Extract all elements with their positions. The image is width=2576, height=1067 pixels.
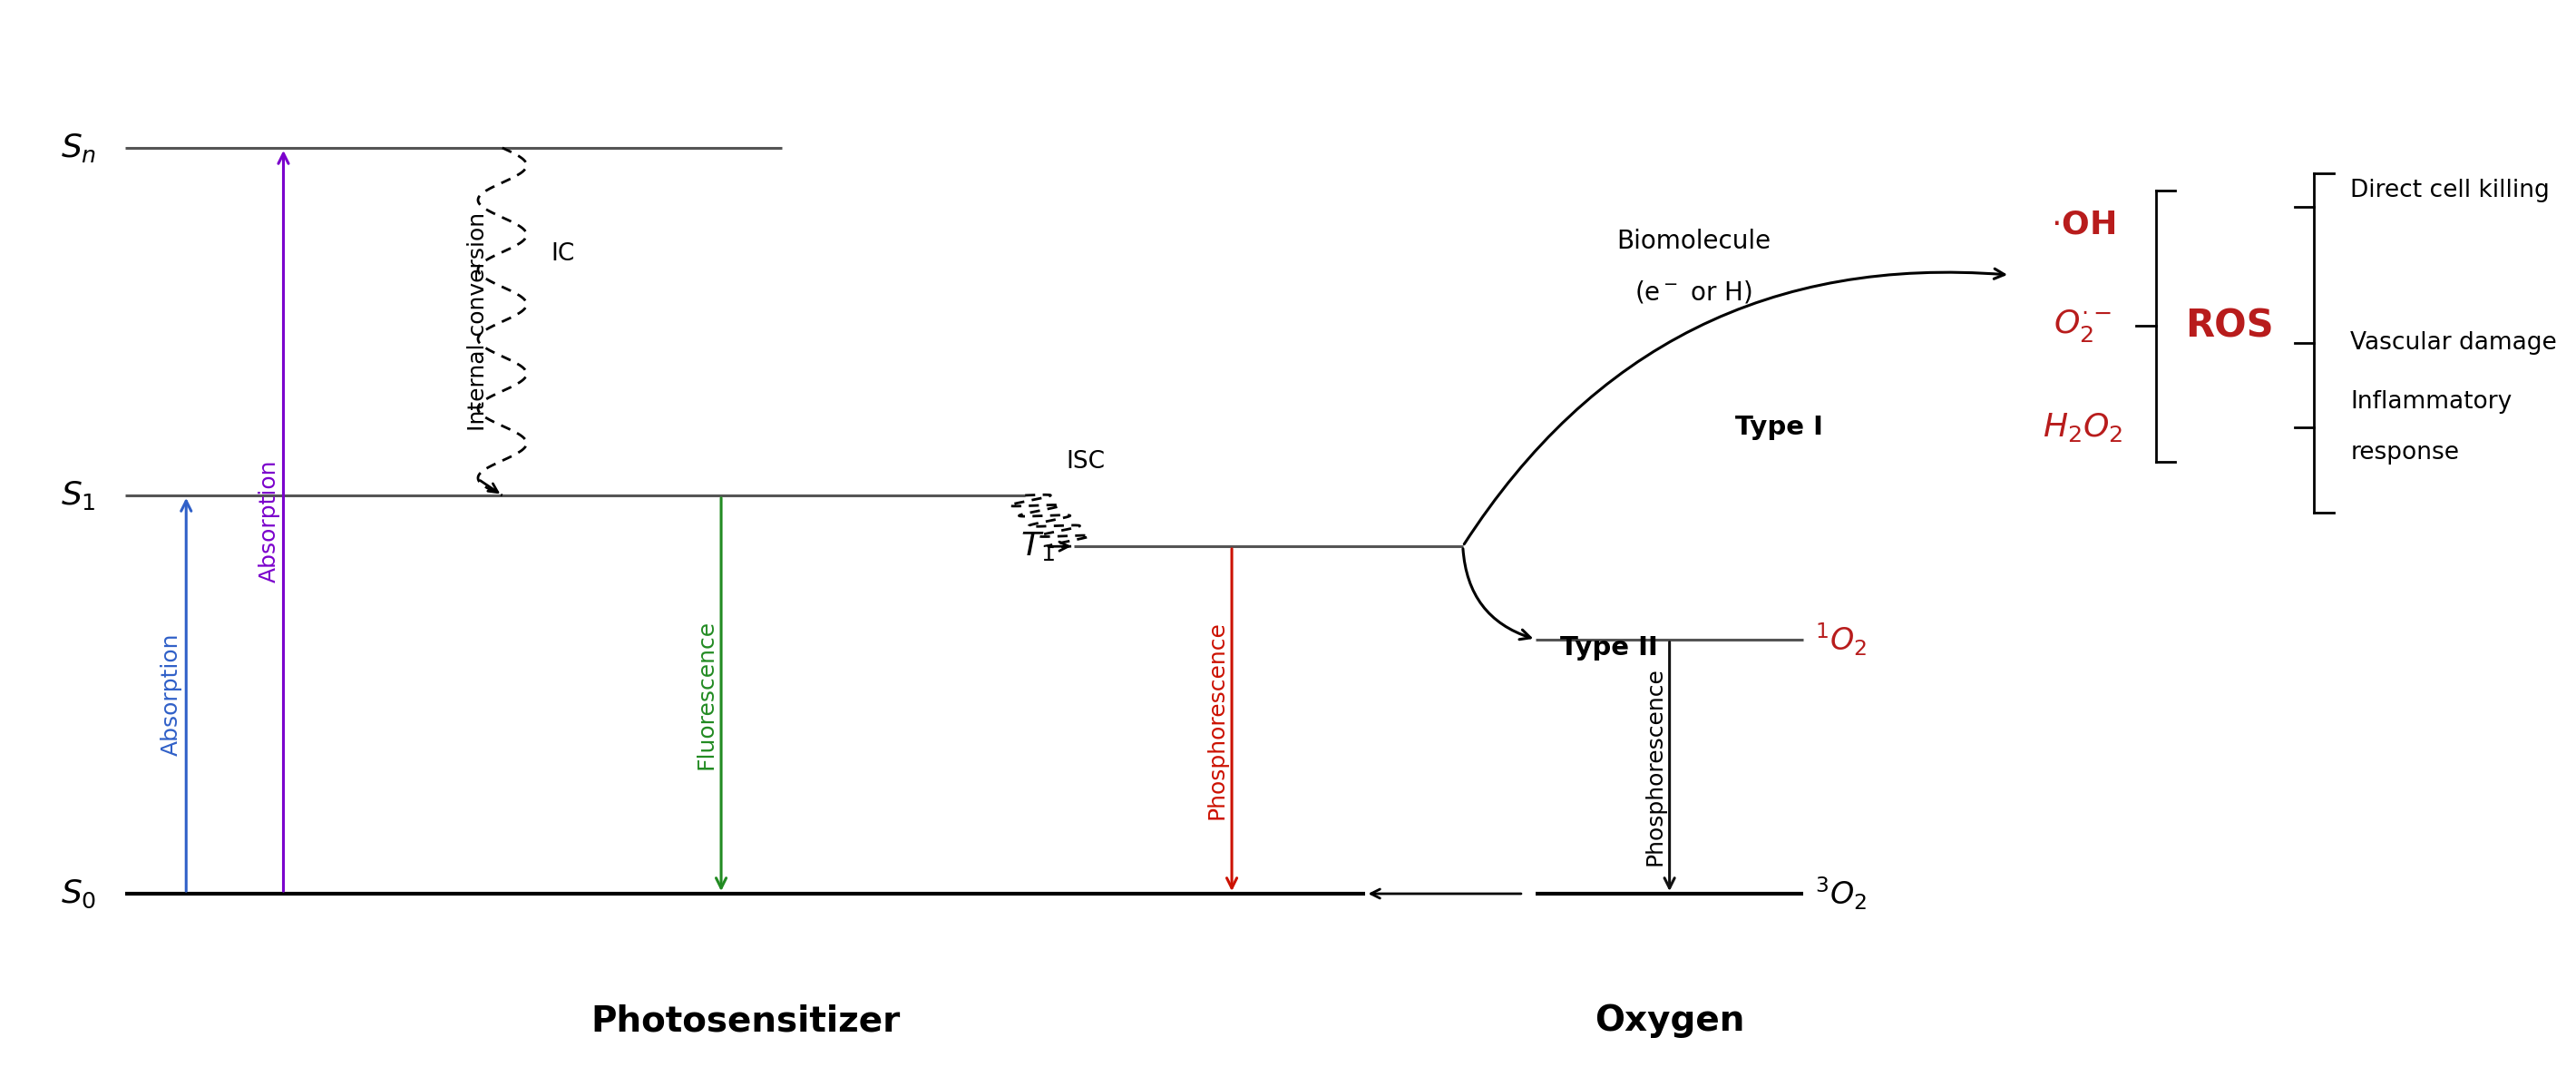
- Text: Photosensitizer: Photosensitizer: [590, 1004, 899, 1038]
- Text: Absorption: Absorption: [160, 633, 183, 757]
- Text: $S_0$: $S_0$: [59, 878, 95, 910]
- Text: $S_1$: $S_1$: [62, 479, 95, 512]
- Text: Phosphorescence: Phosphorescence: [1643, 667, 1667, 866]
- Text: Internal conversion: Internal conversion: [466, 212, 489, 431]
- Text: $S_n$: $S_n$: [62, 131, 95, 164]
- Text: Type II: Type II: [1561, 635, 1656, 660]
- Text: Oxygen: Oxygen: [1595, 1004, 1744, 1038]
- Text: Absorption: Absorption: [258, 459, 281, 583]
- Text: Biomolecule: Biomolecule: [1618, 228, 1770, 254]
- Text: Type I: Type I: [1736, 415, 1824, 441]
- Text: $\cdot$OH: $\cdot$OH: [2050, 209, 2115, 240]
- Text: Phosphorescence: Phosphorescence: [1206, 621, 1229, 819]
- Text: response: response: [2349, 441, 2460, 465]
- Text: Vascular damage: Vascular damage: [2349, 331, 2558, 354]
- Text: ISC: ISC: [1066, 449, 1105, 474]
- Text: $H_2O_2$: $H_2O_2$: [2043, 411, 2123, 444]
- Text: $O_2^{\cdot -}$: $O_2^{\cdot -}$: [2053, 307, 2112, 344]
- Text: $T_1$: $T_1$: [1020, 530, 1054, 562]
- Text: Direct cell killing: Direct cell killing: [2349, 178, 2550, 202]
- Text: Fluorescence: Fluorescence: [696, 620, 719, 769]
- Text: $^1O_2$: $^1O_2$: [1816, 621, 1868, 658]
- Text: IC: IC: [551, 242, 574, 266]
- Text: $^3O_2$: $^3O_2$: [1816, 875, 1868, 912]
- Text: ROS: ROS: [2184, 307, 2275, 345]
- Text: Inflammatory: Inflammatory: [2349, 391, 2512, 414]
- Text: (e$^-$ or H): (e$^-$ or H): [1636, 278, 1752, 305]
